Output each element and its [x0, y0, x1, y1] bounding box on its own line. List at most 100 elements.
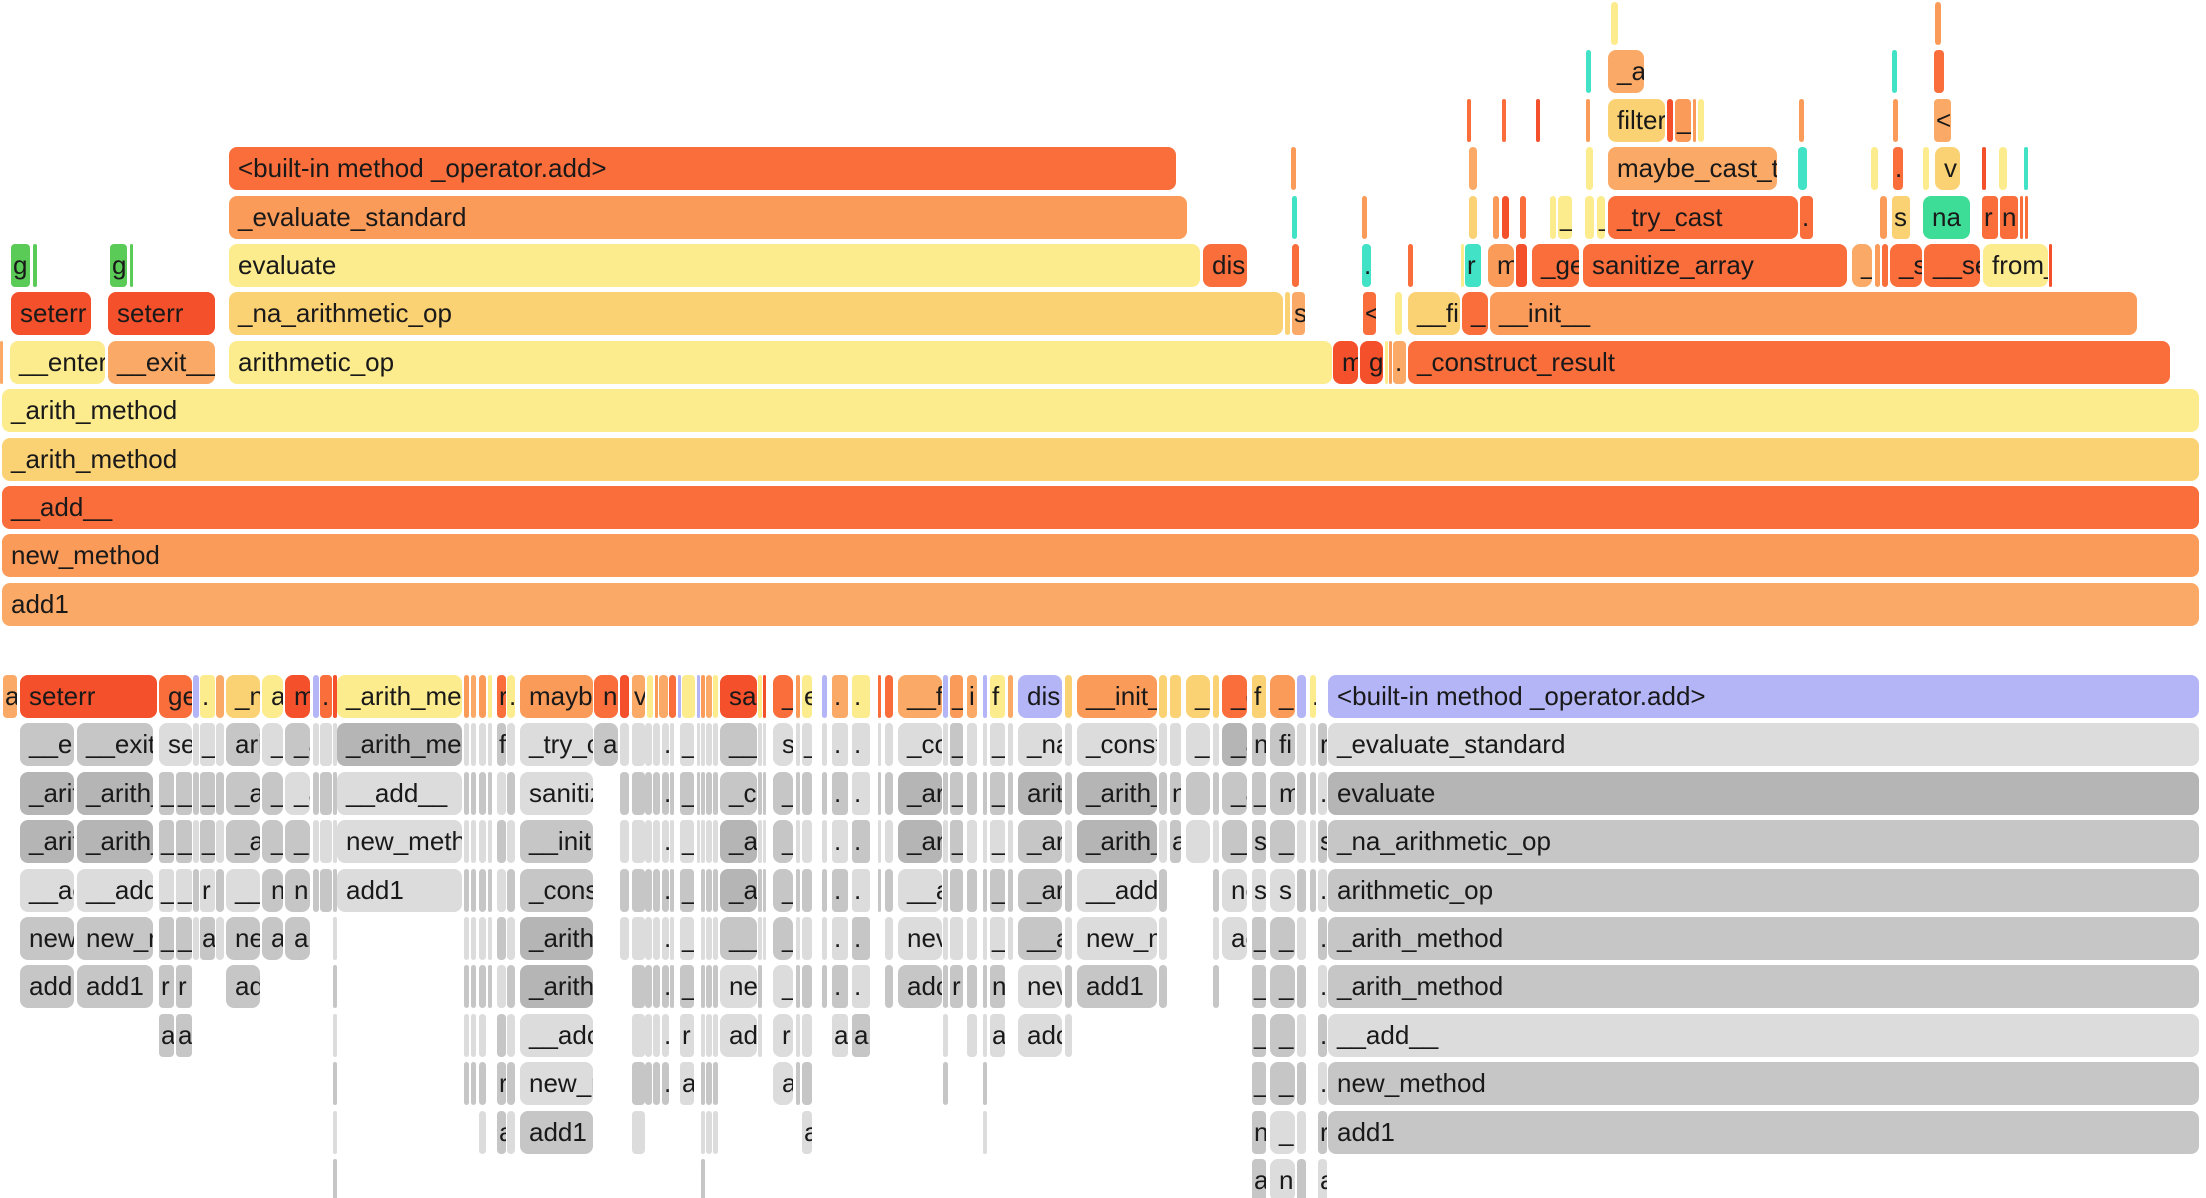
caller-frame-bar[interactable]: _co [898, 723, 942, 767]
caller-frame-bar[interactable] [333, 868, 337, 912]
highlighted-frame-bar[interactable] [313, 675, 319, 718]
caller-frame-bar[interactable]: _try_c [520, 723, 593, 767]
frame-bar[interactable]: __fi [1408, 292, 1460, 336]
caller-frame-bar[interactable] [697, 771, 700, 815]
caller-frame-bar[interactable]: . [662, 1062, 669, 1106]
frame-bar[interactable]: __add__ [2, 486, 2199, 529]
frame-bar[interactable]: _ [1558, 195, 1572, 239]
caller-frame-bar[interactable]: _ar [898, 820, 942, 864]
frame-bar[interactable]: g [1360, 340, 1383, 384]
caller-frame-bar[interactable] [488, 917, 492, 960]
caller-frame-bar[interactable] [471, 1062, 476, 1106]
caller-frame-bar[interactable]: _ [990, 820, 1005, 864]
frame-bar[interactable] [1493, 195, 1499, 239]
highlighted-frame-bar[interactable] [822, 675, 827, 718]
caller-frame-bar[interactable] [488, 820, 492, 864]
caller-frame-bar[interactable] [763, 917, 766, 960]
frame-bar[interactable] [1934, 50, 1944, 94]
highlighted-frame-bar[interactable] [943, 675, 948, 718]
caller-frame-bar[interactable]: _ [680, 868, 694, 912]
caller-frame-bar[interactable] [713, 820, 718, 864]
caller-frame-bar[interactable] [632, 868, 645, 912]
frame-bar[interactable] [1385, 340, 1388, 384]
caller-frame-bar[interactable]: _arith_method [1328, 965, 2199, 1009]
caller-frame-bar[interactable] [497, 820, 506, 864]
frame-bar[interactable] [1362, 195, 1367, 239]
frame-bar[interactable] [1285, 292, 1290, 336]
caller-frame-bar[interactable]: a [773, 1062, 793, 1106]
caller-frame-bar[interactable] [645, 1062, 652, 1106]
caller-frame-bar[interactable] [632, 917, 645, 960]
leaf-frame-bar[interactable]: . [507, 675, 515, 718]
frame-bar[interactable]: r [1982, 195, 1998, 239]
frame-bar[interactable]: __se [1924, 244, 1980, 287]
leaf-frame-bar[interactable]: i [967, 675, 977, 718]
caller-frame-bar[interactable] [763, 820, 766, 864]
leaf-frame-bar[interactable] [620, 675, 629, 718]
caller-frame-bar[interactable] [885, 820, 893, 864]
caller-frame-bar[interactable] [1159, 820, 1167, 864]
caller-frame-bar[interactable]: _ [159, 820, 174, 864]
caller-frame-bar[interactable]: _ [990, 917, 1005, 960]
caller-frame-bar[interactable] [670, 917, 674, 960]
caller-frame-bar[interactable] [313, 771, 319, 815]
frame-bar[interactable]: arithmetic_op [229, 340, 1332, 384]
frame-bar[interactable]: _arith_method [2, 389, 2199, 433]
caller-frame-bar[interactable]: . [662, 820, 669, 864]
caller-frame-bar[interactable] [967, 1013, 977, 1057]
caller-frame-bar[interactable]: adc [898, 965, 942, 1009]
caller-frame-bar[interactable] [216, 723, 224, 767]
caller-frame-bar[interactable] [632, 1013, 645, 1057]
caller-frame-bar[interactable] [802, 1013, 812, 1057]
caller-frame-bar[interactable] [216, 917, 224, 960]
frame-bar[interactable] [2020, 195, 2023, 239]
caller-frame-bar[interactable] [697, 820, 700, 864]
caller-frame-bar[interactable] [1186, 820, 1210, 864]
caller-frame-bar[interactable]: a [990, 1013, 1005, 1057]
caller-frame-bar[interactable] [983, 1062, 987, 1106]
caller-frame-bar[interactable] [822, 771, 827, 815]
caller-frame-bar[interactable]: a [262, 917, 283, 960]
leaf-frame-bar[interactable]: __init_ [1077, 675, 1157, 718]
leaf-frame-bar[interactable]: _c [1222, 675, 1247, 718]
caller-frame-bar[interactable]: add1 [337, 868, 462, 912]
frame-bar[interactable]: n [2000, 195, 2018, 239]
frame-bar[interactable]: disp [1203, 244, 1247, 287]
frame-bar[interactable]: add1 [2, 582, 2199, 626]
caller-frame-bar[interactable] [464, 965, 469, 1009]
caller-frame-bar[interactable]: n [990, 965, 1005, 1009]
caller-frame-bar[interactable] [620, 723, 629, 767]
caller-frame-bar[interactable] [1065, 917, 1072, 960]
caller-frame-bar[interactable] [632, 771, 645, 815]
caller-frame-bar[interactable]: _arith [520, 917, 593, 960]
caller-frame-bar[interactable] [943, 917, 948, 960]
caller-frame-bar[interactable] [1159, 868, 1167, 912]
frame-bar[interactable] [1798, 147, 1807, 191]
caller-frame-bar[interactable]: m [1270, 771, 1295, 815]
caller-frame-bar[interactable] [653, 820, 660, 864]
caller-frame-bar[interactable]: _ [802, 723, 812, 767]
caller-frame-bar[interactable] [507, 965, 515, 1009]
leaf-frame-bar[interactable]: . [1310, 675, 1316, 718]
caller-frame-bar[interactable] [507, 868, 515, 912]
frame-bar[interactable]: new_method [2, 534, 2199, 578]
caller-frame-bar[interactable] [479, 820, 486, 864]
frame-bar[interactable] [1520, 195, 1526, 239]
caller-frame-bar[interactable]: _ [1270, 917, 1295, 960]
frame-bar[interactable]: maybe_cast_t [1608, 147, 1777, 191]
leaf-frame-bar[interactable]: _n [226, 675, 260, 718]
caller-frame-bar[interactable]: no [1222, 868, 1247, 912]
caller-frame-bar[interactable]: _ [773, 917, 793, 960]
caller-frame-bar[interactable] [701, 917, 705, 960]
caller-frame-bar[interactable] [701, 820, 705, 864]
leaf-frame-bar[interactable]: e [802, 675, 812, 718]
leaf-frame-bar[interactable] [1213, 675, 1219, 718]
caller-frame-bar[interactable] [758, 1013, 762, 1057]
caller-frame-bar[interactable] [479, 771, 486, 815]
caller-frame-bar[interactable]: arit [1018, 771, 1062, 815]
leaf-frame-bar[interactable]: maybe [520, 675, 593, 718]
leaf-frame-bar[interactable]: _ [950, 675, 963, 718]
frame-bar[interactable]: filter [1608, 98, 1665, 142]
caller-frame-bar[interactable] [1297, 868, 1306, 912]
caller-frame-bar[interactable]: ne [226, 917, 260, 960]
